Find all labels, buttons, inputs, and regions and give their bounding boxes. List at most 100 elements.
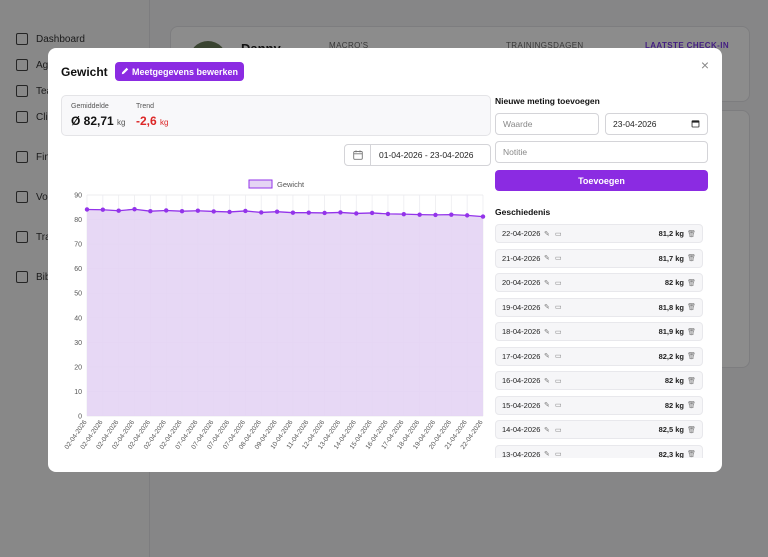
comment-icon[interactable]: ▭ <box>555 353 562 360</box>
sidebar-item-label: Vo <box>36 191 48 203</box>
trend-value: -2,6 kg <box>136 114 169 128</box>
pencil-icon[interactable]: ✎ <box>544 304 550 311</box>
new-entry-title: Nieuwe meting toevoegen <box>495 96 600 106</box>
y-tick-label: 40 <box>74 315 82 322</box>
pencil-icon[interactable]: ✎ <box>544 426 550 434</box>
history-weight: 82 kg <box>664 376 684 385</box>
edit-measurements-button[interactable]: Meetgegevens bewerken <box>115 62 245 81</box>
calendar-icon <box>16 59 28 71</box>
trash-icon[interactable]: 🗑 <box>687 279 696 287</box>
pencil-icon[interactable]: ✎ <box>544 255 550 262</box>
history-row: 19-04-2026 ✎ ▭ 81,8 kg 🗑 <box>495 297 703 317</box>
history-weight: 82,2 kg <box>658 351 684 361</box>
comment-icon[interactable]: ▭ <box>555 328 562 336</box>
data-point <box>116 208 121 213</box>
data-point <box>84 207 90 212</box>
data-point <box>449 212 454 217</box>
trash-icon[interactable]: 🗑 <box>687 328 696 336</box>
dumbbell-icon <box>16 231 28 243</box>
history-date: 15-04-2026 <box>502 400 541 410</box>
y-tick-label: 50 <box>74 291 82 298</box>
pencil-icon[interactable]: ✎ <box>544 451 550 458</box>
close-icon[interactable]: × <box>700 57 710 73</box>
pencil-icon[interactable]: ✎ <box>544 230 550 238</box>
value-input[interactable]: Waarde <box>495 113 599 135</box>
modal-title: Gewicht <box>61 65 108 79</box>
sidebar-item-training[interactable]: Tra <box>0 224 149 250</box>
trash-icon[interactable]: 🗑 <box>687 426 696 434</box>
sidebar-item-clients[interactable]: Cli <box>0 104 149 130</box>
history-weight: 82 kg <box>664 278 684 287</box>
data-point <box>195 208 201 213</box>
comment-icon[interactable]: ▭ <box>555 230 562 238</box>
date-range-text: 01-04-2026 - 23-04-2026 <box>379 150 474 160</box>
trash-icon[interactable]: 🗑 <box>687 255 696 262</box>
trash-icon[interactable]: 🗑 <box>687 402 696 409</box>
trash-icon[interactable]: 🗑 <box>687 451 696 458</box>
card-icon <box>16 151 28 163</box>
history-weight: 82,3 kg <box>658 449 684 459</box>
y-tick-label: 60 <box>74 266 82 273</box>
data-point <box>369 210 375 216</box>
note-input[interactable]: Notitie <box>495 141 708 163</box>
history-row: 17-04-2026 ✎ ▭ 82,2 kg 🗑 <box>495 346 703 366</box>
y-tick-label: 20 <box>74 364 82 371</box>
date-input-value: 23-04-2026 <box>613 119 657 129</box>
history-date: 13-04-2026 <box>502 449 541 459</box>
comment-icon[interactable]: ▭ <box>555 304 562 311</box>
trash-icon[interactable]: 🗑 <box>687 353 696 360</box>
home-icon <box>16 33 28 45</box>
data-point <box>354 211 359 216</box>
sidebar-item-agenda[interactable]: Ag <box>0 52 149 78</box>
date-input[interactable]: 23-04-2026 <box>605 113 708 135</box>
history-title: Geschiedenis <box>495 207 551 217</box>
sidebar-item-nutrition[interactable]: Vo <box>0 184 149 210</box>
team-icon <box>16 85 28 97</box>
history-weight: 82,5 kg <box>658 425 684 434</box>
pencil-icon[interactable]: ✎ <box>544 353 550 360</box>
comment-icon[interactable]: ▭ <box>555 451 562 458</box>
pencil-icon[interactable]: ✎ <box>544 377 550 385</box>
history-weight: 81,9 kg <box>658 327 684 336</box>
data-point <box>401 211 406 217</box>
trash-icon[interactable]: 🗑 <box>687 230 696 238</box>
sidebar-item-label: Fin <box>36 151 50 163</box>
comment-icon[interactable]: ▭ <box>555 402 562 409</box>
series-area-gewicht <box>87 209 483 416</box>
y-tick-label: 30 <box>74 340 82 347</box>
trash-icon[interactable]: 🗑 <box>687 304 696 311</box>
data-point <box>148 209 153 214</box>
comment-icon[interactable]: ▭ <box>555 426 562 434</box>
macros-label: MACRO'S <box>329 41 369 50</box>
pencil-icon[interactable]: ✎ <box>544 402 550 409</box>
last-checkin-label: LAATSTE CHECK-IN <box>644 41 729 50</box>
y-tick-label: 90 <box>74 193 82 200</box>
history-row: 18-04-2026 ✎ ▭ 81,9 kg 🗑 <box>495 322 703 341</box>
pencil-icon[interactable]: ✎ <box>544 328 550 336</box>
sidebar-item-label: Bib <box>36 271 51 283</box>
history-row: 13-04-2026 ✎ ▭ 82,3 kg 🗑 <box>495 444 703 459</box>
sidebar-item-team[interactable]: Tea <box>0 78 149 104</box>
training-days-label: TRAININGSDAGEN <box>506 41 584 50</box>
data-point <box>306 210 311 215</box>
comment-icon[interactable]: ▭ <box>555 255 562 262</box>
add-button[interactable]: Toevoegen <box>495 170 708 191</box>
trash-icon[interactable]: 🗑 <box>687 377 696 385</box>
pencil-icon[interactable]: ✎ <box>544 279 550 287</box>
history-weight: 81,2 kg <box>658 229 684 238</box>
date-range-picker[interactable]: 01-04-2026 - 23-04-2026 <box>344 144 491 166</box>
users-icon <box>16 111 28 123</box>
history-list[interactable]: 22-04-2026 ✎ ▭ 81,2 kg 🗑 21-04-2026 ✎ ▭ 81,7 kg… <box>495 224 703 458</box>
sidebar-item-finance[interactable]: Fin <box>0 144 149 170</box>
comment-icon[interactable]: ▭ <box>555 279 562 287</box>
history-row: 16-04-2026 ✎ ▭ 82 kg 🗑 <box>495 371 703 390</box>
sidebar-item-label: Tra <box>36 231 51 243</box>
sidebar-item-library[interactable]: Bib <box>0 264 149 290</box>
sidebar-item-dashboard[interactable]: Dashboard <box>0 26 149 52</box>
history-row: 20-04-2026 ✎ ▭ 82 kg 🗑 <box>495 273 703 292</box>
history-date: 20-04-2026 <box>502 278 541 287</box>
comment-icon[interactable]: ▭ <box>555 377 562 385</box>
series-line-gewicht <box>86 208 484 218</box>
y-tick-label: 10 <box>74 389 82 396</box>
data-point <box>211 209 216 214</box>
